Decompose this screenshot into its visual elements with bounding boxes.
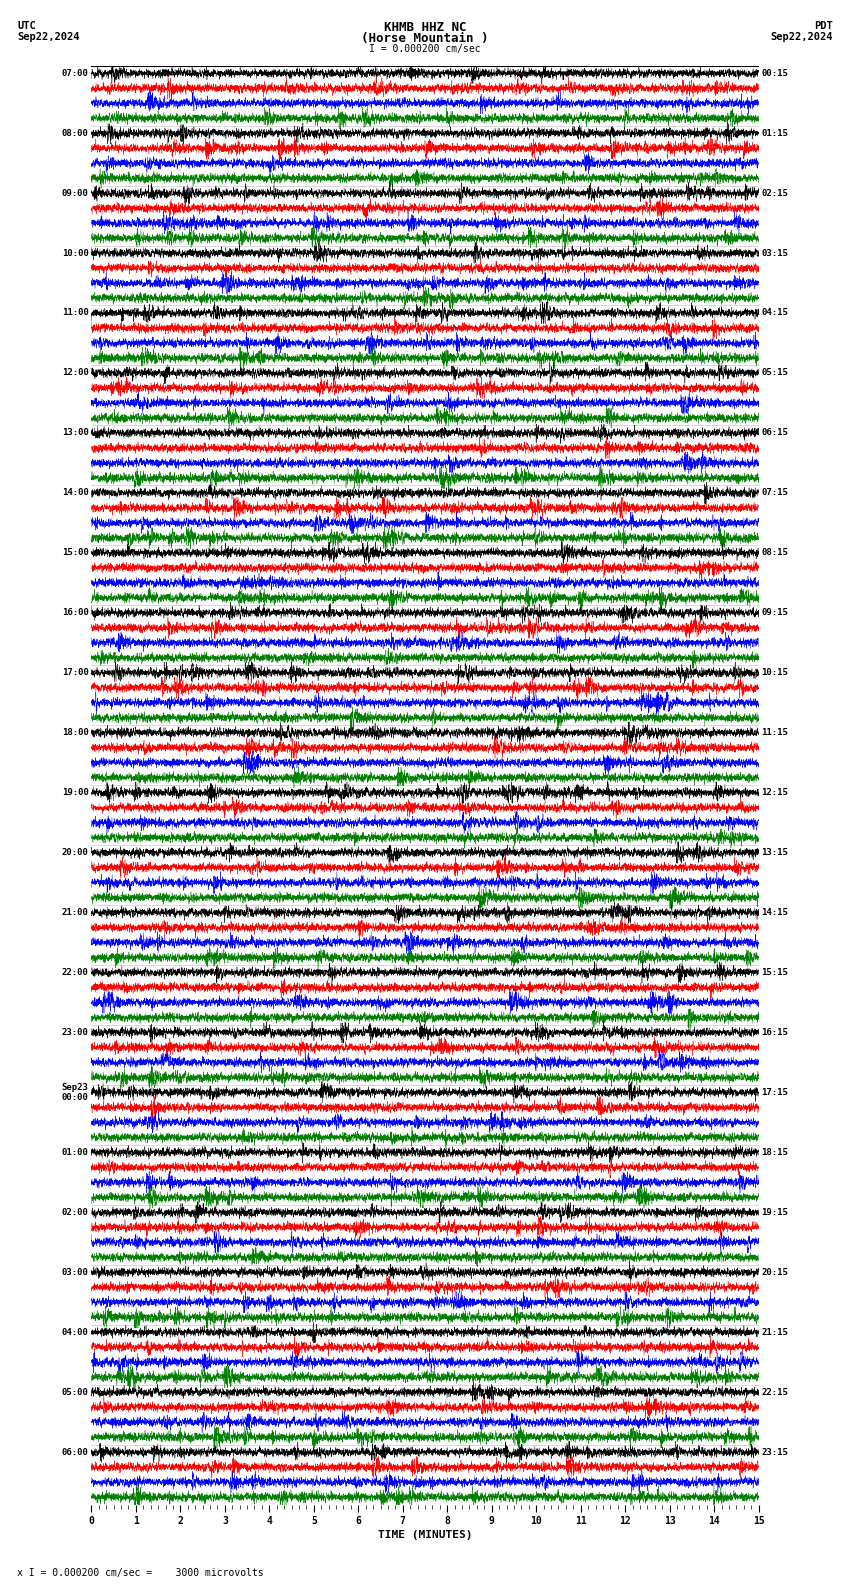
Text: I = 0.000200 cm/sec: I = 0.000200 cm/sec bbox=[369, 44, 481, 54]
Text: Sep22,2024: Sep22,2024 bbox=[17, 32, 80, 41]
Text: x I = 0.000200 cm/sec =    3000 microvolts: x I = 0.000200 cm/sec = 3000 microvolts bbox=[17, 1568, 264, 1578]
Text: KHMB HHZ NC: KHMB HHZ NC bbox=[383, 21, 467, 33]
X-axis label: TIME (MINUTES): TIME (MINUTES) bbox=[377, 1530, 473, 1541]
Text: PDT: PDT bbox=[814, 21, 833, 30]
Text: UTC: UTC bbox=[17, 21, 36, 30]
Text: Sep22,2024: Sep22,2024 bbox=[770, 32, 833, 41]
Text: (Horse Mountain ): (Horse Mountain ) bbox=[361, 32, 489, 44]
